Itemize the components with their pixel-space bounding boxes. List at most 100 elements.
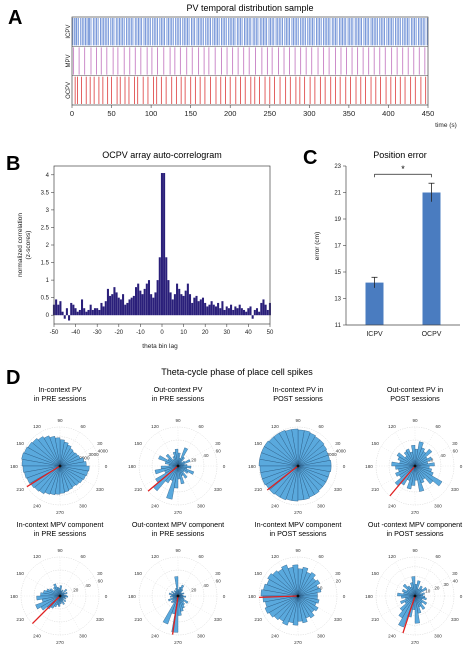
correlogram-bar <box>57 304 60 316</box>
correlogram-bar <box>102 306 105 316</box>
polar-wedge <box>177 465 192 469</box>
polar-angle-label: 0 <box>343 594 346 599</box>
polar-plot-title: Out-context MPV component <box>132 520 224 529</box>
polar-wedge <box>158 455 179 467</box>
error-ytick-label: 15 <box>334 270 341 276</box>
polar-radial-tick: 20 <box>191 588 197 593</box>
polar-angle-label: 90 <box>295 548 301 553</box>
correlogram-bar <box>137 283 140 316</box>
polar-wedge <box>177 595 185 600</box>
correlogram-ytick-label: 2.5 <box>41 225 50 231</box>
polar-angle-label: 180 <box>365 464 373 469</box>
correlogram-ytick-label: 1 <box>46 278 50 284</box>
polar-angle-label: 300 <box>434 634 442 639</box>
polar-angle-label: 330 <box>451 487 459 492</box>
correlogram-bar <box>206 306 209 316</box>
correlogram-bar <box>78 309 81 316</box>
polar-angle-label: 150 <box>134 571 142 576</box>
polar-radial-tick: 4000 <box>98 449 109 454</box>
polar-angle-label: 270 <box>411 510 419 515</box>
polar-plot-title: in PRE sessions <box>34 394 87 403</box>
polar-wedge <box>162 595 179 625</box>
polar-wedge <box>177 584 185 597</box>
polar-grid-circle <box>20 426 100 506</box>
polar-angle-label: 210 <box>134 487 142 492</box>
correlogram-xtick-label: 10 <box>180 330 187 336</box>
polar-angle-label: 210 <box>371 617 379 622</box>
correlogram-bar <box>83 308 86 316</box>
correlogram-xtick-label: 30 <box>223 330 230 336</box>
error-ytick-label: 19 <box>334 217 341 223</box>
correlogram-bar <box>234 306 237 316</box>
polar-wedge <box>35 595 61 610</box>
polar-center-dot <box>176 594 180 598</box>
polar-wedge <box>59 455 81 467</box>
autocorrelogram-chart: OCPV array auto-correlogram theta bin la… <box>17 150 274 350</box>
polar-plot-title: Out-context PV in <box>387 385 443 394</box>
polar-spoke <box>144 576 179 597</box>
polar-histograms: Theta-cycle phase of place cell spikes I… <box>10 367 463 645</box>
polar-mean-vector <box>266 465 299 491</box>
polar-wedge <box>59 595 67 603</box>
polar-radial-tick: 30 <box>443 582 449 587</box>
polar-wedge <box>168 592 179 597</box>
correlogram-bar <box>178 288 181 316</box>
polar-angle-label: 180 <box>365 594 373 599</box>
polar-wedge <box>398 595 416 628</box>
polar-wedge <box>39 465 61 495</box>
correlogram-bar <box>232 309 235 316</box>
polar-wedge <box>281 564 299 597</box>
raster-xtick-label: 50 <box>107 109 115 118</box>
polar-wedge <box>414 465 432 473</box>
polar-center-dot <box>58 464 62 468</box>
polar-wedge <box>414 465 443 487</box>
polar-angle-label: 240 <box>33 504 41 509</box>
correlogram-bar <box>141 294 144 316</box>
correlogram-ytick-label: 4 <box>46 173 50 179</box>
raster-xtick-label: 350 <box>343 109 356 118</box>
polar-wedge <box>282 595 299 626</box>
error-ytick-label: 21 <box>334 191 341 197</box>
correlogram-bar <box>128 299 131 316</box>
polar-spoke <box>40 465 61 500</box>
polar-wedge <box>297 465 332 472</box>
polar-wedge <box>297 595 315 619</box>
polar-spoke <box>414 465 449 486</box>
polar-angle-label: 180 <box>128 464 136 469</box>
polar-spoke <box>177 465 198 500</box>
correlogram-bar <box>264 304 267 316</box>
polar-spoke <box>395 465 416 500</box>
polar-wedge <box>59 585 63 597</box>
polar-wedge <box>30 465 61 489</box>
panel-c-label: C <box>303 147 317 169</box>
polar-angle-label: 0 <box>223 464 226 469</box>
polar-radial-tick: 60 <box>216 449 222 454</box>
correlogram-bar <box>204 302 207 316</box>
polar-angle-label: 330 <box>214 617 222 622</box>
correlogram-ytick-label: 0.5 <box>41 296 50 302</box>
polar-wedge <box>34 465 61 492</box>
correlogram-xtick-label: -20 <box>114 330 123 336</box>
polar-wedge <box>297 465 320 495</box>
correlogram-bar <box>139 290 142 316</box>
polar-wedge <box>57 595 61 607</box>
polar-angle-label: 210 <box>16 487 24 492</box>
polar-angle-label: 240 <box>271 634 279 639</box>
polar-angle-label: 30 <box>97 571 103 576</box>
polar-angle-label: 240 <box>151 634 159 639</box>
polar-mean-vector <box>402 595 416 634</box>
correlogram-ytick-label: 0 <box>46 313 50 319</box>
correlogram-bar <box>117 297 120 316</box>
position-error-chart: Position error error (cm) ICPV OCPV 11 13 15… <box>314 150 460 338</box>
polar-angle-label: 120 <box>33 554 41 559</box>
correlogram-bar <box>260 302 263 316</box>
polar-wedge <box>414 465 430 469</box>
significance-star: * <box>401 164 405 174</box>
polar-angle-label: 270 <box>174 510 182 515</box>
error-ytick-label: 17 <box>334 244 341 250</box>
polar-spoke <box>414 595 435 630</box>
polar-angle-label: 30 <box>215 441 221 446</box>
polar-mean-vector <box>147 465 179 492</box>
correlogram-bar <box>63 315 66 319</box>
